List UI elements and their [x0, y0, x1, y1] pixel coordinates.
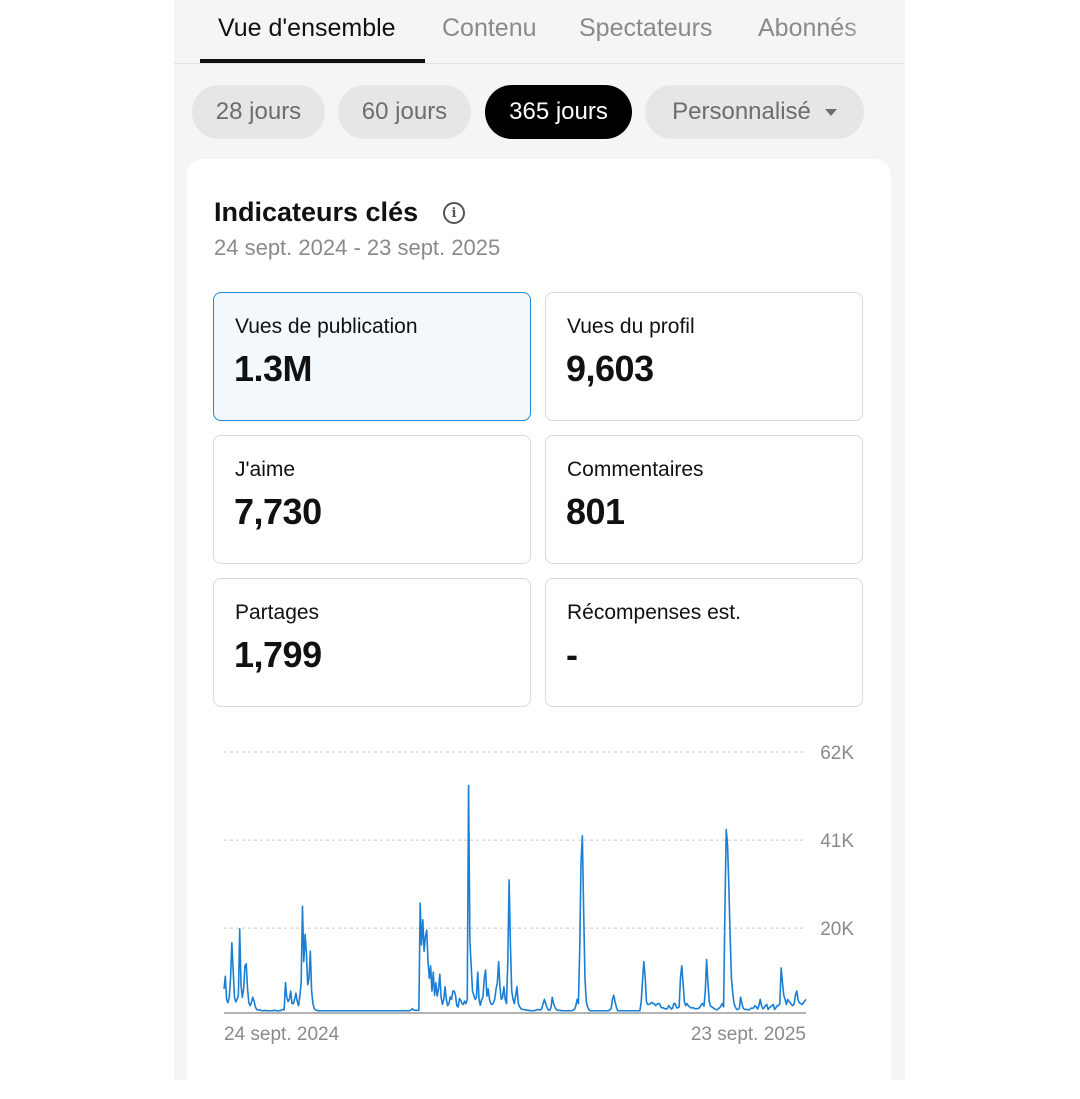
- tab-followers[interactable]: Abonnés: [758, 14, 857, 42]
- metric-value: 1.3M: [234, 348, 313, 389]
- period-60-days-button[interactable]: 60 jours: [338, 85, 471, 139]
- metric-value: 801: [566, 491, 625, 532]
- caret-down-icon: [824, 108, 837, 116]
- period-365-days-button[interactable]: 365 jours: [485, 85, 632, 139]
- metric-shares[interactable]: Partages 1,799: [213, 578, 531, 707]
- key-metrics-card: Indicateurs clés i 24 sept. 2024 - 23 se…: [187, 159, 891, 1099]
- period-28-days-label: 28 jours: [215, 98, 302, 125]
- period-28-days-button[interactable]: 28 jours: [192, 85, 325, 139]
- metric-value: 9,603: [566, 348, 654, 389]
- active-tab-indicator: [200, 59, 425, 63]
- period-60-days-label: 60 jours: [361, 98, 448, 125]
- metric-label: J'aime: [235, 458, 296, 481]
- metric-label: Partages: [235, 601, 320, 624]
- period-custom-label: Personnalisé: [672, 98, 811, 125]
- period-custom-dropdown[interactable]: Personnalisé: [645, 85, 864, 139]
- info-icon[interactable]: i: [443, 202, 465, 224]
- metric-label: Récompenses est.: [567, 601, 741, 624]
- card-title: Indicateurs clés: [214, 197, 419, 227]
- metric-post-views[interactable]: Vues de publication 1.3M: [213, 292, 531, 421]
- metric-label: Commentaires: [567, 458, 704, 481]
- metric-value: -: [566, 634, 578, 675]
- tab-overview[interactable]: Vue d'ensemble: [218, 14, 396, 42]
- metric-label: Vues de publication: [235, 315, 418, 338]
- tab-bar: Vue d'ensemble Contenu Spectateurs Abonn…: [174, 0, 905, 64]
- metric-label: Vues du profil: [567, 315, 695, 338]
- metric-likes[interactable]: J'aime 7,730: [213, 435, 531, 564]
- period-365-days-label: 365 jours: [509, 98, 608, 125]
- analytics-app: Vue d'ensemble Contenu Spectateurs Abonn…: [174, 0, 905, 1099]
- tab-viewers[interactable]: Spectateurs: [579, 14, 713, 42]
- tab-overflow-fade: [845, 0, 905, 62]
- metric-comments[interactable]: Commentaires 801: [545, 435, 863, 564]
- metric-profile-views[interactable]: Vues du profil 9,603: [545, 292, 863, 421]
- metric-value: 7,730: [234, 491, 322, 532]
- date-range: 24 sept. 2024 - 23 sept. 2025: [214, 235, 501, 260]
- metric-estimated-rewards[interactable]: Récompenses est. -: [545, 578, 863, 707]
- metric-value: 1,799: [234, 634, 322, 675]
- tab-content[interactable]: Contenu: [442, 14, 537, 42]
